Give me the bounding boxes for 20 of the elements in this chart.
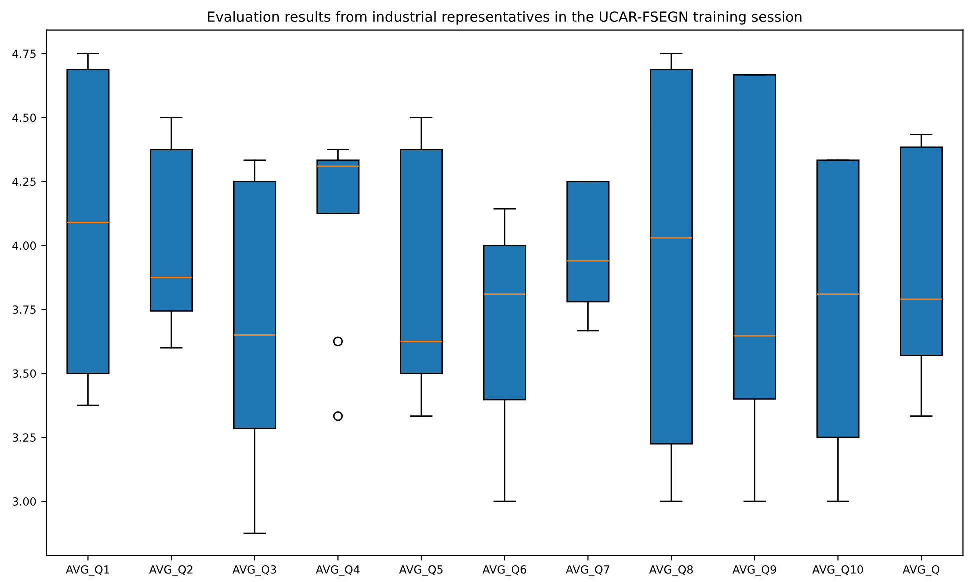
y-tick-label: 4.50 bbox=[12, 114, 36, 122]
y-tick-label: 4.00 bbox=[12, 242, 36, 250]
x-tick-label: AVG_Q1 bbox=[66, 566, 110, 576]
x-tick-label: AVG_Q10 bbox=[812, 566, 864, 576]
x-tick-label: AVG_Q7 bbox=[566, 566, 610, 576]
chart-title: Evaluation results from industrial representatives in the UCAR-FSEGN training session bbox=[208, 11, 802, 25]
x-tick-label: AVG_Q8 bbox=[649, 566, 694, 576]
x-tick-label: AVG_Q4 bbox=[316, 566, 360, 576]
y-tick-label: 4.25 bbox=[12, 178, 36, 186]
y-tick-label: 3.75 bbox=[12, 306, 36, 314]
y-tick-label: 4.75 bbox=[12, 50, 36, 58]
y-tick-label: 3.25 bbox=[12, 434, 36, 442]
x-tick-label: AVG_Q9 bbox=[732, 566, 776, 576]
x-tick-label: AVG_Q5 bbox=[399, 566, 443, 576]
x-tick-label: AVG_Q bbox=[902, 566, 940, 576]
y-tick-label: 3.00 bbox=[12, 498, 36, 506]
x-tick-label: AVG_Q6 bbox=[482, 566, 526, 576]
y-tick-label: 3.50 bbox=[12, 370, 36, 378]
x-tick-label: AVG_Q3 bbox=[232, 566, 276, 576]
x-tick-label: AVG_Q2 bbox=[149, 566, 193, 576]
